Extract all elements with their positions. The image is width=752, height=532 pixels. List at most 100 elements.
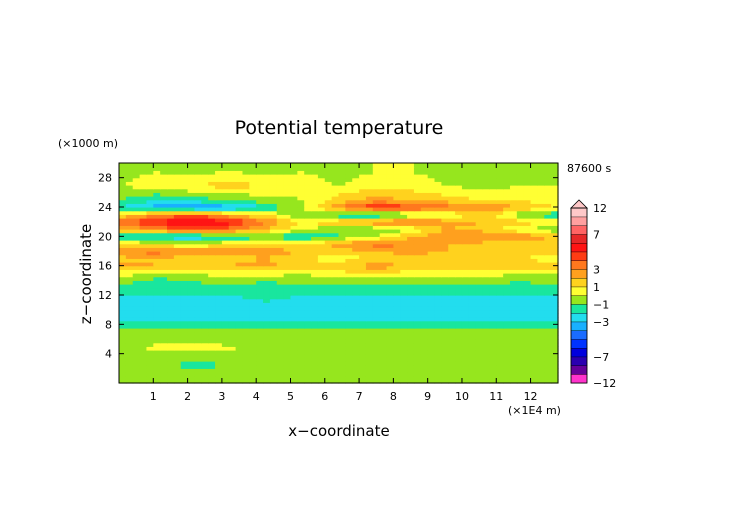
heatmap-cell	[331, 258, 340, 263]
heatmap-cell	[283, 192, 292, 197]
heatmap-cell	[256, 218, 264, 223]
heatmap-cell	[201, 342, 209, 347]
heatmap-cell	[160, 221, 168, 226]
heatmap-cell	[516, 273, 525, 278]
heatmap-cell	[352, 284, 360, 289]
heatmap-cell	[551, 185, 559, 190]
heatmap-cell	[359, 188, 367, 193]
heatmap-cell	[537, 342, 545, 347]
heatmap-cell	[324, 342, 333, 347]
heatmap-cell	[180, 225, 189, 230]
heatmap-cell	[352, 353, 360, 358]
heatmap-cell	[503, 280, 511, 285]
heatmap-cell	[365, 185, 374, 190]
heatmap-cell	[290, 188, 298, 193]
heatmap-cell	[235, 203, 244, 208]
heatmap-cell	[489, 229, 497, 234]
heatmap-cell	[413, 287, 422, 292]
heatmap-cell	[317, 188, 326, 193]
heatmap-cell	[180, 328, 189, 333]
heatmap-cell	[537, 243, 545, 248]
heatmap-field	[119, 163, 559, 384]
heatmap-cell	[311, 298, 319, 303]
heatmap-cell	[276, 203, 285, 208]
heatmap-cell	[194, 298, 202, 303]
heatmap-cell	[386, 313, 394, 318]
heatmap-cell	[167, 372, 175, 377]
heatmap-cell	[324, 368, 333, 373]
heatmap-cell	[544, 236, 552, 241]
heatmap-cell	[160, 247, 168, 252]
heatmap-cell	[221, 269, 230, 274]
heatmap-cell	[386, 218, 394, 223]
heatmap-cell	[242, 298, 250, 303]
heatmap-cell	[365, 221, 374, 226]
heatmap-cell	[509, 243, 518, 248]
heatmap-cell	[139, 361, 148, 366]
heatmap-cell	[263, 170, 271, 175]
heatmap-cell	[379, 335, 388, 340]
heatmap-cell	[441, 163, 449, 168]
heatmap-cell	[331, 335, 340, 340]
heatmap-cell	[304, 166, 312, 171]
heatmap-cell	[386, 309, 394, 314]
heatmap-cell	[119, 185, 127, 190]
heatmap-cell	[297, 335, 305, 340]
heatmap-cell	[139, 295, 148, 300]
heatmap-cell	[448, 203, 456, 208]
heatmap-cell	[119, 361, 127, 366]
heatmap-cell	[345, 328, 353, 333]
heatmap-cell	[407, 258, 415, 263]
heatmap-cell	[427, 166, 436, 171]
heatmap-cell	[475, 317, 484, 322]
heatmap-cell	[215, 174, 223, 179]
heatmap-cell	[455, 166, 463, 171]
heatmap-cell	[365, 364, 374, 369]
heatmap-cell	[372, 276, 381, 281]
colorbar-swatch	[570, 304, 588, 314]
heatmap-cell	[132, 214, 141, 219]
heatmap-cell	[132, 166, 141, 171]
heatmap-cell	[345, 177, 353, 182]
heatmap-cell	[523, 276, 532, 281]
heatmap-cell	[475, 353, 484, 358]
heatmap-cell	[180, 284, 189, 289]
heatmap-cell	[523, 192, 532, 197]
heatmap-cell	[194, 254, 202, 259]
heatmap-cell	[503, 273, 511, 278]
heatmap-cell	[475, 287, 484, 292]
heatmap-cell	[173, 280, 182, 285]
heatmap-cell	[420, 353, 429, 358]
heatmap-cell	[365, 339, 374, 344]
heatmap-cell	[537, 221, 545, 226]
heatmap-cell	[489, 342, 497, 347]
heatmap-cell	[434, 170, 442, 175]
heatmap-cell	[153, 302, 161, 307]
heatmap-cell	[153, 335, 161, 340]
heatmap-cell	[455, 163, 463, 168]
heatmap-cell	[523, 302, 532, 307]
heatmap-cell	[153, 254, 161, 259]
heatmap-cell	[153, 174, 161, 179]
heatmap-cell	[297, 269, 305, 274]
heatmap-cell	[173, 170, 182, 175]
heatmap-cell	[338, 331, 346, 336]
heatmap-cell	[345, 298, 353, 303]
heatmap-cell	[468, 262, 477, 267]
heatmap-cell	[235, 236, 244, 241]
heatmap-cell	[201, 174, 209, 179]
heatmap-cell	[256, 357, 264, 362]
heatmap-cell	[523, 269, 532, 274]
heatmap-cell	[407, 185, 415, 190]
heatmap-cell	[345, 174, 353, 179]
heatmap-cell	[365, 342, 374, 347]
heatmap-cell	[475, 368, 484, 373]
heatmap-cell	[153, 265, 161, 270]
heatmap-cell	[242, 284, 250, 289]
heatmap-cell	[235, 317, 244, 322]
heatmap-cell	[153, 280, 161, 285]
heatmap-cell	[352, 236, 360, 241]
heatmap-cell	[379, 361, 388, 366]
heatmap-cell	[420, 188, 429, 193]
heatmap-cell	[365, 203, 374, 208]
